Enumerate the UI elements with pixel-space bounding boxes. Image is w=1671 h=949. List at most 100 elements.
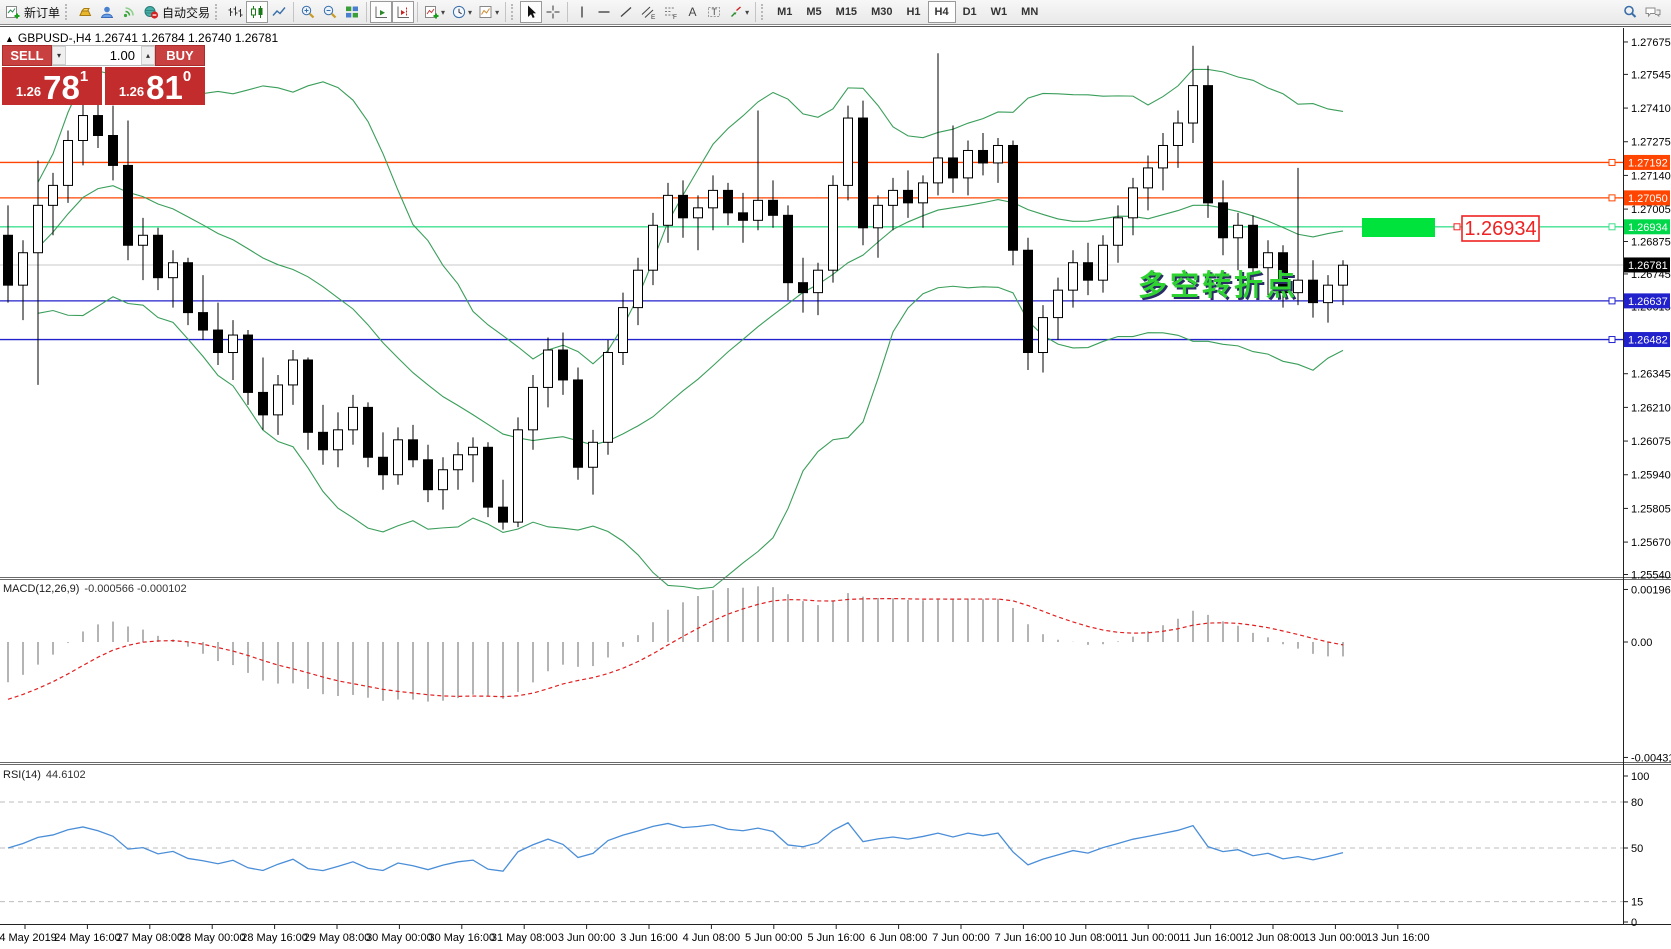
time-axis-label: 13 Jun 16:00 (1366, 932, 1430, 944)
toolbar-separator (755, 2, 757, 22)
indicators-icon (425, 6, 439, 19)
text-tool-button[interactable]: A (681, 1, 703, 23)
candle (903, 189, 913, 204)
price-tag (1624, 257, 1670, 273)
candle (438, 469, 448, 491)
rsi-tick-label: 80 (1631, 797, 1643, 809)
line-chart-button[interactable] (268, 1, 290, 23)
price-tag-label: 1.26482 (1628, 335, 1668, 347)
timeframe-m15[interactable]: M15 (829, 1, 864, 23)
auto-trading-button[interactable]: 自动交易 (140, 1, 213, 23)
sell-button[interactable]: SELL (2, 45, 52, 66)
zoom-in-button[interactable] (297, 1, 319, 23)
bar-chart-button[interactable] (224, 1, 246, 23)
periods-button[interactable]: ▾ (448, 1, 475, 23)
price-tag (1624, 154, 1670, 170)
volume-decrease-button[interactable]: ▾ (52, 46, 66, 65)
templates-button[interactable]: ▾ (475, 1, 502, 23)
fibonacci-button[interactable]: F (659, 1, 681, 23)
volume-increase-button[interactable]: ▴ (141, 46, 155, 65)
text-label-button[interactable]: T (703, 1, 725, 23)
vertical-line-button[interactable] (571, 1, 593, 23)
timeframe-h1[interactable]: H1 (899, 1, 927, 23)
timeframe-m30[interactable]: M30 (864, 1, 899, 23)
toolbar-separator (567, 2, 569, 22)
equidistant-channel-button[interactable]: E (637, 1, 659, 23)
signals-button[interactable] (118, 1, 140, 23)
candle (258, 391, 268, 416)
sell-price-sup: 1 (79, 68, 89, 85)
candle (1008, 144, 1018, 251)
horizontal-line-button[interactable] (593, 1, 615, 23)
buy-price[interactable]: 1.26 81 0 (105, 67, 205, 105)
sell-price[interactable]: 1.26 78 1 (2, 67, 102, 105)
tile-windows-button[interactable] (341, 1, 363, 23)
zoom-out-button[interactable] (319, 1, 341, 23)
templates-icon (479, 6, 492, 18)
timeframe-mn[interactable]: MN (1014, 1, 1045, 23)
price-tick-label: 1.27410 (1631, 103, 1671, 115)
price-tag (1624, 219, 1670, 235)
trendline-button[interactable] (615, 1, 637, 23)
macd-tick-label: 0.00 (1631, 637, 1652, 649)
svg-text:A: A (689, 5, 697, 19)
candle (573, 379, 583, 468)
callout-box (1461, 215, 1540, 242)
rsi-line (7, 821, 1344, 872)
ingot-button[interactable] (74, 1, 96, 23)
candle (708, 189, 718, 209)
indicators-button[interactable]: ▾ (421, 1, 448, 23)
candle (1158, 144, 1168, 169)
time-axis-label: 12 Jun 08:00 (1241, 932, 1305, 944)
sell-price-big: 78 (43, 69, 80, 106)
periods-icon (452, 5, 466, 19)
candle (1068, 262, 1078, 291)
crosshair-button[interactable] (542, 1, 564, 23)
rsi-tick-label: 50 (1631, 843, 1643, 855)
timeframe-d1[interactable]: D1 (956, 1, 984, 23)
search-button[interactable] (1619, 1, 1641, 23)
ingot-icon (79, 8, 92, 16)
bollinger-upper-band (37, 68, 1344, 365)
volume-input[interactable]: 1.00 (66, 46, 141, 65)
candle (108, 135, 118, 166)
equidistant-channel-icon: E (641, 6, 656, 20)
timeframe-m1[interactable]: M1 (770, 1, 799, 23)
time-axis-label: 10 Jun 08:00 (1054, 932, 1118, 944)
hline-handle (1608, 297, 1616, 305)
price-tick-label: 1.27275 (1631, 137, 1671, 149)
price-tick-label: 1.25670 (1631, 537, 1671, 549)
chart-shift-button[interactable] (392, 1, 415, 23)
candle (273, 384, 283, 416)
candle (138, 234, 148, 246)
candle (978, 149, 988, 164)
auto-scroll-button[interactable] (370, 1, 393, 23)
collapse-panel-icon[interactable]: ▲ (5, 34, 14, 44)
candle (918, 182, 928, 204)
zoom-out-icon (323, 5, 337, 19)
candle (423, 459, 433, 491)
candlestick-chart-button[interactable] (246, 1, 269, 23)
time-axis-label: 4 Jun 08:00 (683, 932, 741, 944)
arrows-button[interactable]: ▾ (725, 1, 752, 23)
timeframe-m5[interactable]: M5 (799, 1, 828, 23)
new-order-button[interactable]: 新订单 (2, 1, 63, 23)
time-axis-label: 7 Jun 00:00 (932, 932, 990, 944)
timeframe-h4[interactable]: H4 (927, 1, 956, 23)
community-button[interactable] (96, 1, 118, 23)
candle (1323, 284, 1333, 304)
buy-button[interactable]: BUY (155, 45, 205, 66)
candle (1113, 217, 1123, 246)
time-axis-label: 28 May 16:00 (241, 932, 308, 944)
caret-down-icon: ▾ (468, 7, 473, 17)
cursor-button[interactable] (520, 1, 543, 23)
candle (453, 454, 463, 471)
timeframe-w1[interactable]: W1 (984, 1, 1015, 23)
candle (1038, 317, 1048, 354)
price-tag-label: 1.26934 (1628, 222, 1668, 234)
candle (3, 234, 13, 286)
chat-button[interactable] (1641, 1, 1665, 23)
candle (543, 349, 553, 388)
hline-handle (1608, 158, 1616, 166)
